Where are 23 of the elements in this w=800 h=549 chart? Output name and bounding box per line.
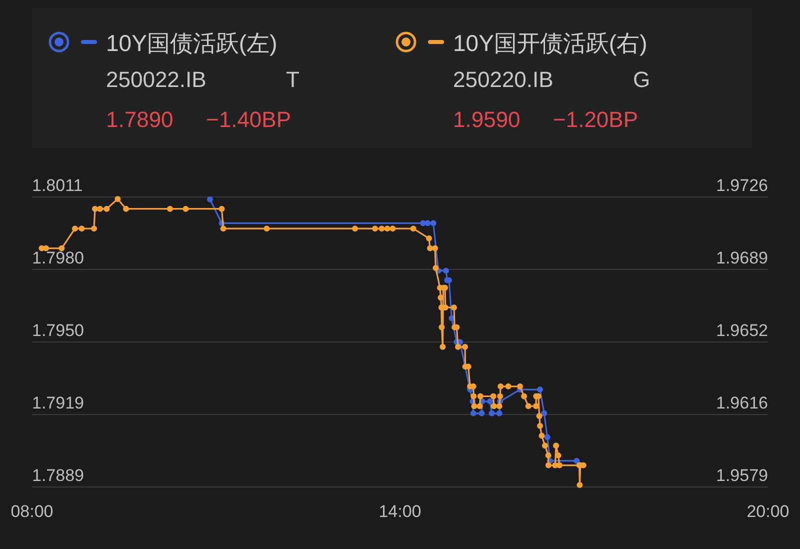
y2-tick-label: 1.9652 — [716, 321, 768, 340]
text: −1.20BP — [553, 107, 638, 132]
y-tick-label: 1.7950 — [32, 321, 84, 340]
text: 250220.IB — [453, 67, 554, 92]
legend-label: 10Y国开债活跃(右) — [453, 30, 648, 56]
x-tick-label: 20:00 — [746, 502, 790, 521]
y-tick-label: 1.7919 — [32, 394, 84, 412]
y-tick-label: 1.7889 — [32, 466, 84, 485]
legend-label: 10Y国债活跃(左) — [106, 30, 278, 56]
x-tick-label: 14:00 — [378, 502, 422, 521]
text: G — [633, 67, 650, 92]
x-tick-label: 08:00 — [10, 502, 54, 521]
text: −1.40BP — [206, 107, 292, 132]
y2-tick-label: 1.9579 — [716, 466, 768, 485]
y-tick-label: 1.8011 — [32, 176, 83, 195]
y-tick-label: 1.7980 — [32, 248, 84, 268]
y2-tick-label: 1.9616 — [716, 393, 768, 412]
text: T — [286, 67, 300, 92]
y2-tick-label: 1.9689 — [716, 248, 768, 268]
y2-tick-label: 1.9726 — [716, 176, 768, 195]
text: 250022.IB — [106, 67, 206, 92]
text: 1.9590 — [453, 107, 520, 132]
text: 1.7890 — [106, 107, 174, 132]
